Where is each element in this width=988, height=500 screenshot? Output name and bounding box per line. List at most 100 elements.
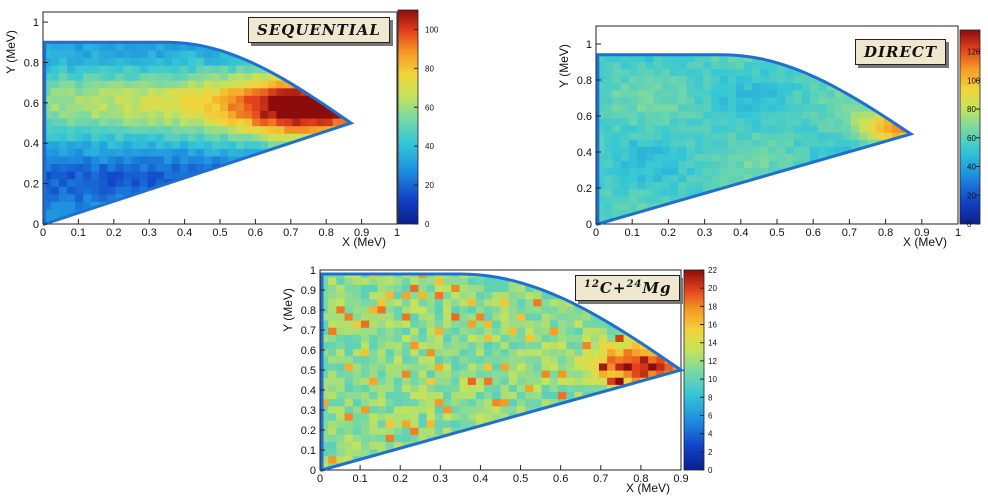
x-tick-label: 0.3 [697,227,712,239]
heatmap-cell [244,125,253,134]
heatmap-cell [131,80,141,89]
heatmap-cell [451,427,461,435]
heatmap-cell [336,298,346,307]
label-c12mg24: 12C+24Mg [575,275,681,301]
heatmap-cell [426,391,436,400]
heatmap-cell [842,146,852,154]
heatmap-cell [131,118,141,127]
heatmap-cell [147,102,157,112]
y-tick-label: 0.8 [24,57,39,69]
y-axis-label: Y (MeV) [557,44,571,88]
heatmap-cell [574,312,584,321]
heatmap-cell [670,61,679,70]
heatmap-cell [670,89,679,98]
heatmap-cell [99,178,108,187]
heatmap-cell [842,110,852,119]
heatmap-cell [155,87,165,96]
heatmap-cell [604,103,614,112]
heatmap-cell [236,95,245,104]
heatmap-cell [694,110,704,119]
heatmap-cell [434,320,444,328]
heatmap-cell [484,312,493,321]
y-tick-label: 0.5 [301,365,316,377]
heatmap-cell [155,155,165,165]
heatmap-cell [686,167,696,176]
x-tick-label: 0.1 [625,227,640,239]
heatmap-cell [678,61,688,70]
heatmap-cell [648,370,657,378]
heatmap-cell [418,362,428,371]
heatmap-cell [139,148,149,157]
heatmap-cell [276,133,285,142]
heatmap-cell [760,160,770,169]
heatmap-cell [818,89,827,98]
heatmap-cell [377,341,387,350]
heatmap-cell [426,291,436,300]
heatmap-cell [75,118,84,127]
heatmap-cell [115,186,125,195]
heatmap-cell [727,174,737,183]
heatmap-cell [694,132,704,140]
heatmap-cell [744,54,753,62]
heatmap-cell [670,181,679,190]
heatmap-cell [508,391,518,400]
heatmap-cell [59,95,68,104]
heatmap-cell [557,355,567,364]
heatmap-cell [322,305,329,314]
heatmap-cell [653,146,663,154]
heatmap-cell [475,298,485,307]
heatmap-cell [385,391,395,400]
heatmap-cell [525,391,534,400]
heatmap-cell [402,291,411,300]
heatmap-cell [623,370,633,378]
heatmap-cell [44,110,52,119]
label-mg-post: Mg [642,279,672,297]
heatmap-cell [768,82,778,91]
colorbar-tick-label: 0 [708,466,713,475]
heatmap-cell [361,391,370,400]
colorbar-tick-label: 100 [425,25,439,34]
heatmap-cell [139,118,149,127]
heatmap-cell [260,95,269,104]
heatmap-cell [639,348,649,357]
heatmap-cell [377,355,387,364]
heatmap-cell [628,103,638,112]
heatmap-cell [44,125,52,134]
heatmap-cell [590,355,600,364]
heatmap-cell [410,391,420,400]
heatmap-cell [410,355,420,364]
label-c12-mid: C+ [599,279,627,297]
heatmap-cell [875,125,885,133]
heatmap-cell [475,398,485,407]
heatmap-cell [492,312,502,321]
heatmap-cell [418,391,428,400]
heatmap-cell [410,420,420,428]
heatmap-cell [598,355,608,364]
heatmap-cell [851,117,860,126]
heatmap-cell [179,72,189,81]
heatmap-cell [308,118,318,127]
heatmap-cell [459,355,469,364]
heatmap-cell [369,420,379,428]
heatmap-cell [653,139,663,147]
heatmap-cell [719,160,729,169]
heatmap-cell [711,61,721,70]
heatmap-cell [443,305,452,314]
heatmap-cell [393,427,403,435]
heatmap-cell [826,132,836,140]
heatmap-cell [661,160,671,169]
heatmap-cell [361,420,370,428]
heatmap-cell [393,320,403,328]
heatmap-cell [793,110,803,119]
heatmap-cell [604,160,614,169]
heatmap-cell [735,89,745,98]
heatmap-cell [44,42,52,51]
heatmap-cell [467,391,477,400]
heatmap-cell [434,362,444,371]
heatmap-cell [760,68,770,77]
heatmap-cell [328,398,338,407]
heatmap-cell [361,370,370,378]
heatmap-cell [735,96,745,105]
heatmap-cell [163,87,173,96]
heatmap-cell [426,427,436,435]
